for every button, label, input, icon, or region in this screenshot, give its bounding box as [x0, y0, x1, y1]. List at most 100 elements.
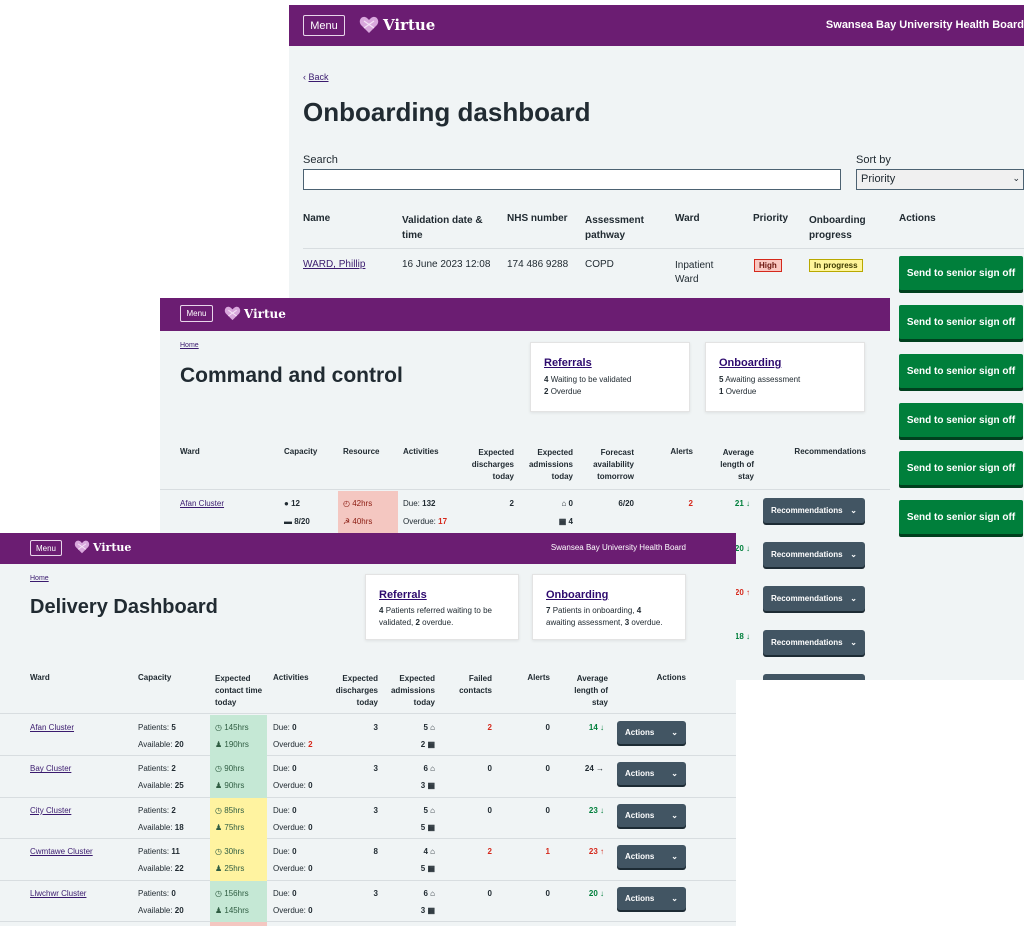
patient-name-link[interactable]: WARD, Phillip [303, 259, 366, 270]
activities-overdue: Overdue: 0 [273, 822, 313, 832]
clock-icon: ◴ [343, 499, 353, 508]
expected-admissions-home: 6 ⌂ [423, 764, 435, 774]
org-name: Swansea Bay University Health Board [825, 19, 1024, 31]
resource-hours: ◴ 42hrs [343, 499, 373, 508]
activities-due: Due: 0 [273, 847, 297, 857]
menu-button[interactable]: Menu [303, 15, 345, 36]
failed-contacts: 2 [487, 847, 492, 857]
activities-due: Due: 0 [273, 723, 297, 732]
recommendations-button[interactable] [763, 674, 865, 680]
chevron-down-icon: ⌄ [850, 550, 857, 559]
col-average-length-of-stay: Average length of stay [720, 448, 754, 481]
average-length-of-stay: 23 ↑ [588, 847, 604, 857]
expected-admissions-hospital: ▦ 4 [558, 517, 573, 526]
recommendations-button[interactable]: Recommendations ⌄ [763, 630, 865, 655]
send-to-senior-sign-off-button[interactable]: Send to senior sign off [899, 354, 1023, 388]
send-to-senior-sign-off-button[interactable]: Send to senior sign off [899, 256, 1023, 290]
command-table-header: Ward Capacity Resource Activities Expect… [160, 440, 890, 490]
delivery-table-body: Afan Cluster Patients: 5 Available: 20 ◷ 14… [0, 715, 736, 926]
alerts-count: 1 [545, 847, 550, 857]
col-forecast-availability: Forecast availability tomorrow [593, 448, 634, 481]
actions-button[interactable]: Actions ⌄ [617, 803, 686, 827]
recommendations-button[interactable]: Recommendations ⌄ [763, 498, 865, 523]
ward-link[interactable]: Afan Cluster [180, 499, 225, 508]
forecast-availability: 6/20 [618, 499, 634, 508]
chevron-left-icon: ‹ [303, 72, 309, 82]
chevron-down-icon: ⌄ [671, 810, 678, 820]
command-header: Menu Virtue [160, 298, 890, 331]
actions-button[interactable]: Actions ⌄ [617, 845, 686, 869]
actions-button[interactable]: Actions ⌄ [617, 721, 686, 744]
expected-admissions-hospital: 3 ▦ [420, 781, 435, 791]
chevron-down-icon: ⌄ [1012, 173, 1020, 183]
onboarding-link[interactable]: Onboarding [719, 357, 782, 369]
breadcrumb-home[interactable]: Home [30, 575, 49, 582]
failed-contacts: 0 [487, 805, 492, 815]
recommendations-button[interactable]: Recommendations ⌄ [763, 586, 865, 611]
ward-link[interactable]: Bay Cluster [30, 764, 72, 774]
ward-link[interactable]: Afan Cluster [30, 723, 75, 732]
ward-link[interactable]: Cwmtawe Cluster [30, 847, 93, 857]
onboarding-link[interactable]: Onboarding [546, 589, 609, 601]
referrals-link[interactable]: Referrals [544, 357, 592, 369]
activities-due: Due: 0 [273, 888, 297, 898]
capacity-patients: Patients: 2 [138, 764, 176, 774]
delivery-header: Menu Virtue Swansea Bay University Healt… [0, 533, 736, 564]
actions-button[interactable]: Actions ⌄ [617, 762, 686, 786]
send-to-senior-sign-off-button[interactable]: Send to senior sign off [899, 403, 1023, 437]
search-label: Search [303, 154, 338, 166]
menu-button[interactable]: Menu [180, 305, 213, 322]
col-expected-admissions: Expected admissions today [528, 448, 573, 481]
alerts-count: 0 [545, 888, 550, 898]
contact-time-cell [210, 715, 267, 757]
clock-icon: ◷ [215, 888, 225, 898]
resource-staff-hours: ☭ 40hrs [343, 517, 373, 526]
ward-link[interactable]: Llwchwr Cluster [30, 888, 87, 898]
delivery-table-header: Ward Capacity Expected contact time toda… [0, 664, 736, 714]
ward-name: Inpatient Ward [675, 260, 714, 285]
expected-admissions-home: 4 ⌂ [423, 847, 435, 857]
logo-text: Virtue [93, 540, 132, 554]
contact-time-staff: ♟ 145hrs [215, 905, 249, 915]
send-to-senior-sign-off-button[interactable]: Send to senior sign off [899, 305, 1023, 339]
actions-button[interactable]: Actions ⌄ [617, 886, 686, 910]
search-input[interactable] [303, 169, 841, 190]
send-to-senior-sign-off-button[interactable]: Send to senior sign off [899, 451, 1023, 485]
menu-button[interactable]: Menu [30, 540, 62, 556]
col-actions: Actions [899, 213, 936, 224]
home-icon: ⌂ [430, 847, 435, 857]
clock-icon: ◷ [215, 723, 225, 732]
contact-time: ◷ 145hrs [215, 723, 249, 732]
capacity-available: Available: 20 [138, 740, 184, 749]
chevron-down-icon: ⌄ [671, 769, 678, 779]
person-icon: ♟ [215, 740, 225, 749]
delivery-window: Menu Virtue Swansea Bay University Healt… [0, 533, 736, 926]
clock-icon: ◷ [215, 805, 225, 815]
send-to-senior-sign-off-button[interactable]: Send to senior sign off [899, 500, 1023, 534]
referrals-link[interactable]: Referrals [379, 589, 427, 601]
col-expected-admissions: Expected admissions today [390, 674, 435, 707]
expected-discharges: 3 [373, 888, 378, 898]
col-nhs-number: NHS number [507, 213, 568, 224]
hospital-icon: ▦ [558, 517, 569, 526]
page-title: Delivery Dashboard [30, 596, 218, 618]
breadcrumb-home[interactable]: Home [180, 342, 199, 349]
expected-discharges: 3 [373, 805, 378, 815]
onboarding-card: Onboarding 7 Patients in onboarding, 4 a… [532, 574, 686, 640]
table-row: Afan Cluster Patients: 5 Available: 20 ◷ 14… [0, 715, 736, 757]
back-link[interactable]: ‹ Back [303, 72, 329, 82]
activities-overdue: Overdue: 0 [273, 864, 313, 874]
col-name: Name [303, 213, 331, 224]
activities-overdue: Overdue: 17 [403, 517, 448, 526]
alerts-count: 0 [545, 805, 550, 815]
onboarding-header: Menu Virtue Swansea Bay University Healt… [289, 5, 1024, 46]
ward-link[interactable]: City Cluster [30, 805, 72, 815]
expected-admissions-hospital: 5 ▦ [420, 864, 435, 874]
sort-select[interactable]: Priority ⌄ [856, 169, 1024, 190]
average-length-of-stay: 24 → [584, 764, 604, 774]
capacity-available: Available: 25 [138, 781, 184, 791]
people-icon: ☭ [343, 517, 353, 526]
capacity-staff: ● 12 [284, 499, 300, 508]
recommendations-button[interactable]: Recommendations ⌄ [763, 542, 865, 567]
capacity-patients: Patients: 0 [138, 888, 176, 898]
